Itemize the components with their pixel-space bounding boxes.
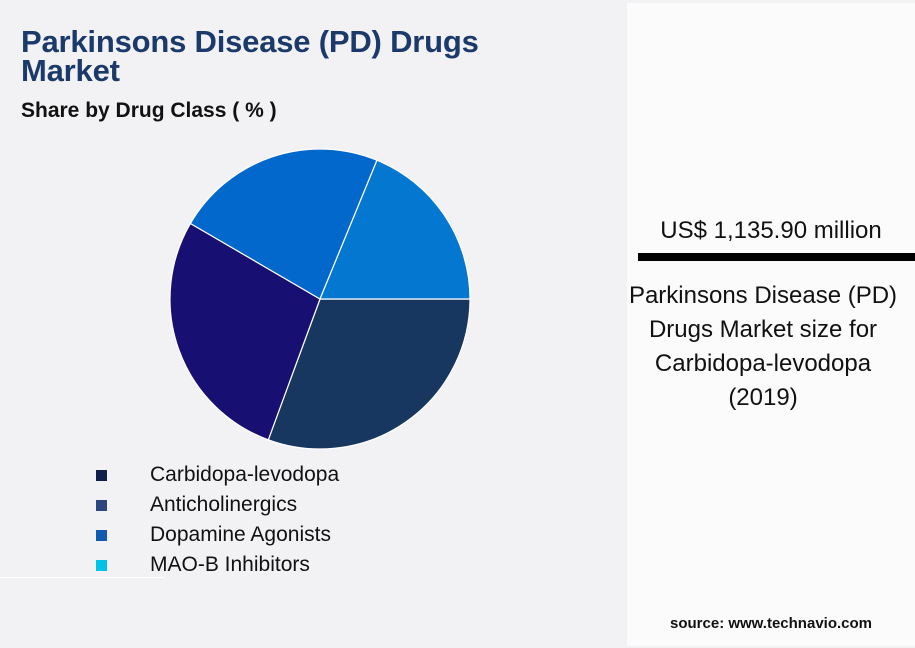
legend-label: Dopamine Agonists [150,523,331,546]
source-credit: source: www.technavio.com [670,615,872,632]
kpi-value: US$ 1,135.90 million [660,217,882,244]
pie-slice [267,298,471,450]
legend-label: Anticholinergics [150,493,298,516]
legend-swatch-icon [96,499,107,511]
legend-swatch-icon [96,529,107,541]
legend-item: Carbidopa-levodopa [96,460,339,490]
pie-chart [168,147,472,451]
kpi-panel: US$ 1,135.90 million Parkinsons Disease … [627,3,915,646]
legend-item: Anticholinergics [96,490,339,520]
legend-item: MAO-B Inhibitors [96,550,339,580]
legend-label: Carbidopa-levodopa [150,463,340,486]
pie-slice [189,148,378,300]
chart-title: Parkinsons Disease (PD) Drugs Market [21,24,479,88]
legend: Carbidopa-levodopa Anticholinergics Dopa… [96,460,339,580]
kpi-divider [638,253,915,261]
pie-svg [169,148,471,450]
legend-swatch-icon [96,559,107,571]
kpi-description: Parkinsons Disease (PD) Drugs Market siz… [628,282,898,411]
legend-item: Dopamine Agonists [96,520,339,550]
divider [0,577,165,578]
legend-swatch-icon [96,469,107,481]
pie-slice [319,159,471,300]
chart-subtitle: Share by Drug Class ( % ) [21,99,277,122]
legend-label: MAO-B Inhibitors [150,553,310,576]
